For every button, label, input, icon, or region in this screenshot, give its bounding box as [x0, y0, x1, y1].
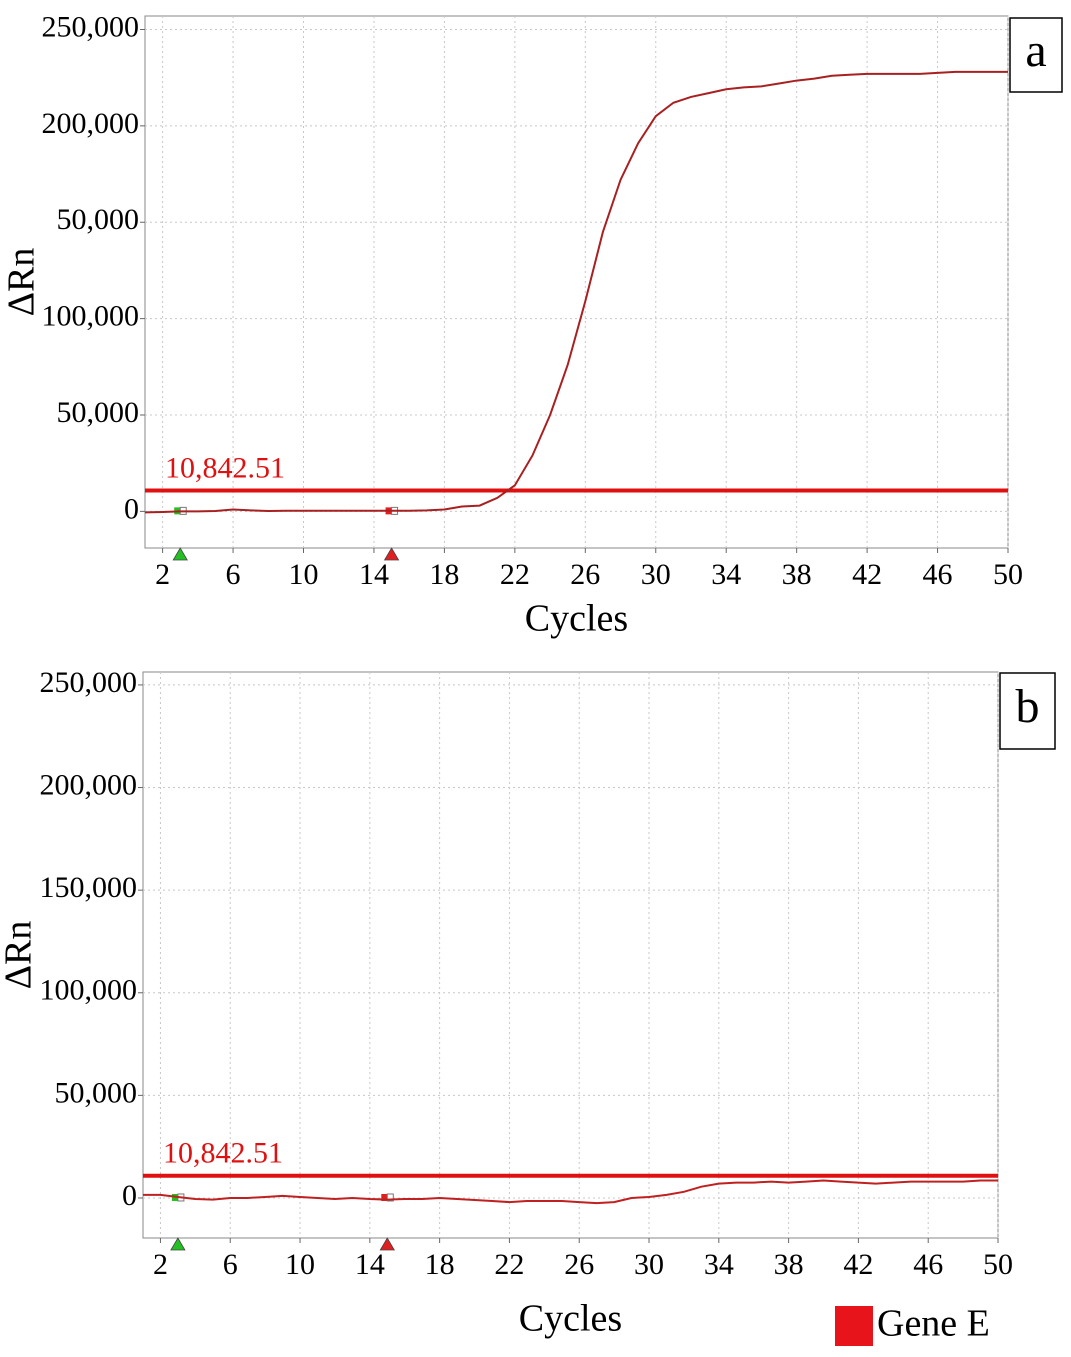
baseline-arrow — [379, 1237, 395, 1251]
y-tick-label: 250,000 — [42, 10, 140, 43]
x-tick-label: 26 — [564, 1248, 594, 1281]
x-tick-label: 6 — [226, 558, 241, 591]
y-tick-label: 250,000 — [40, 666, 138, 699]
panel-label-box — [1009, 17, 1063, 93]
x-tick-label: 18 — [425, 1248, 455, 1281]
plot-area — [144, 15, 1009, 549]
baseline-marker — [386, 1193, 394, 1202]
baseline-arrow — [170, 1237, 186, 1251]
baseline-marker — [381, 1193, 388, 1201]
x-tick-label: 50 — [983, 1248, 1013, 1281]
x-axis-title: Cycles — [525, 598, 628, 640]
x-tick-label: 14 — [355, 1248, 385, 1281]
y-tick-label: 200,000 — [40, 768, 138, 801]
x-tick-label: 38 — [774, 1248, 804, 1281]
y-tick-label: 50,000 — [57, 396, 140, 429]
y-tick-label: 50,000 — [55, 1076, 138, 1109]
y-tick-label: 100,000 — [42, 300, 140, 333]
panel-label: b — [1016, 680, 1040, 733]
x-tick-label: 2 — [153, 1248, 168, 1281]
x-tick-label: 38 — [782, 558, 812, 591]
x-tick-label: 10 — [285, 1248, 315, 1281]
y-tick-label: 0 — [122, 1179, 137, 1212]
data-line — [143, 1179, 998, 1205]
x-tick-label: 46 — [913, 1248, 943, 1281]
legend-swatch — [835, 1306, 873, 1346]
baseline-arrow — [383, 547, 400, 561]
baseline-arrow — [172, 547, 188, 561]
x-axis-title: Cycles — [519, 1298, 622, 1340]
x-tick-label: 26 — [570, 558, 600, 591]
x-tick-label: 42 — [843, 1248, 873, 1281]
y-axis-title: ΔRn — [1, 248, 43, 317]
plot-area — [142, 671, 999, 1239]
x-tick-label: 14 — [359, 558, 389, 591]
data-line — [144, 70, 1008, 514]
x-tick-label: 10 — [289, 558, 319, 591]
x-tick-label: 30 — [641, 558, 671, 591]
panel-label: a — [1025, 24, 1046, 77]
threshold-label: 10,842.51 — [163, 1137, 283, 1170]
x-tick-label: 50 — [993, 558, 1023, 591]
x-tick-label: 22 — [500, 558, 530, 591]
threshold-label: 10,842.51 — [165, 451, 285, 484]
x-tick-label: 46 — [923, 558, 953, 591]
y-tick-label: 50,000 — [57, 203, 140, 236]
x-tick-label: 18 — [429, 558, 459, 591]
y-tick-label: 100,000 — [40, 974, 138, 1007]
x-tick-label: 34 — [704, 1248, 734, 1281]
y-axis-title: ΔRn — [0, 921, 40, 990]
y-tick-label: 200,000 — [42, 107, 140, 140]
legend-label: Gene E — [877, 1303, 990, 1345]
y-tick-label: 0 — [124, 492, 139, 525]
x-tick-label: 2 — [155, 558, 170, 591]
x-tick-label: 42 — [852, 558, 882, 591]
x-tick-label: 22 — [494, 1248, 524, 1281]
panel-label-box — [999, 672, 1056, 750]
x-tick-label: 34 — [711, 558, 741, 591]
x-tick-label: 6 — [223, 1248, 238, 1281]
y-tick-label: 150,000 — [40, 871, 138, 904]
x-tick-label: 30 — [634, 1248, 664, 1281]
